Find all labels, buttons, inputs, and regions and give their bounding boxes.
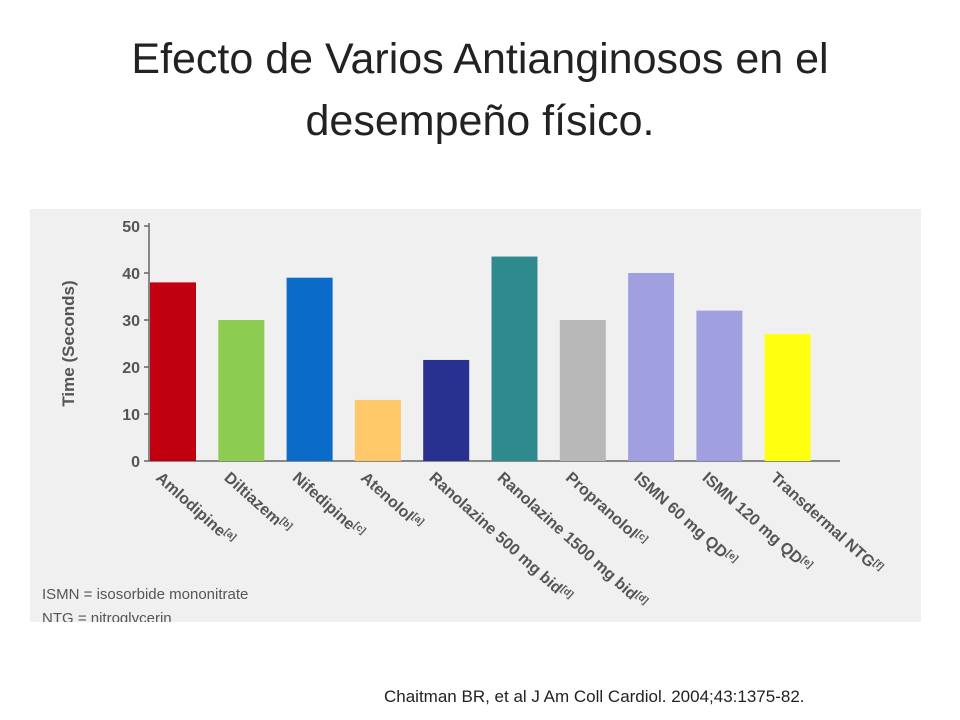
bar xyxy=(491,256,538,461)
y-tick-label: 10 xyxy=(122,407,140,424)
x-tick-label: Nifedipine[c] xyxy=(289,469,368,542)
y-tick-label: 0 xyxy=(131,454,140,471)
chart-panel: 0 10 20 30 40 50 Time (Seconds) Amlodipine[a] D… xyxy=(30,209,921,622)
footnote: NTG = nitroglycerin xyxy=(42,610,172,622)
x-tick-label-name: Diltiazem xyxy=(221,469,285,529)
footnote: ISMN = isosorbide mononitrate xyxy=(42,586,248,603)
slide-title: Efecto de Varios Antianginosos en el des… xyxy=(0,28,960,152)
bar xyxy=(628,273,675,461)
y-tick-label: 20 xyxy=(122,360,140,377)
x-tick-label: Atenolol[a] xyxy=(357,469,426,533)
bar xyxy=(286,277,333,461)
bar xyxy=(764,334,811,461)
x-tick-label: ISMN 120 mg QD[e] xyxy=(699,469,815,576)
x-tick-label-name: Ranolazine 1500 mg bid xyxy=(494,469,640,603)
footnotes: ISMN = isosorbide mononitrate NTG = nitro… xyxy=(42,586,248,622)
bar xyxy=(423,359,470,461)
citation: Chaitman BR, et al J Am Coll Cardiol. 20… xyxy=(384,687,805,706)
x-tick-label: Ranolazine 500 mg bid[d] xyxy=(426,469,576,606)
y-axis-label: Time (Seconds) xyxy=(59,280,78,406)
x-tick-label-name: Nifedipine xyxy=(289,469,358,533)
x-tick-label-name: Amlodipine xyxy=(152,469,228,540)
y-tick-label: 40 xyxy=(122,266,140,283)
slide-title-line-1: Efecto de Varios Antianginosos en el xyxy=(131,35,829,83)
bar xyxy=(559,320,606,461)
bar xyxy=(218,320,265,461)
x-axis-labels: Amlodipine[a]Diltiazem[b]Nifedipine[c]At… xyxy=(152,469,886,606)
bar xyxy=(354,399,401,461)
x-tick-label-name: Atenolol xyxy=(357,469,416,524)
bars xyxy=(150,256,811,461)
bar xyxy=(150,282,196,461)
y-tick-label: 50 xyxy=(122,219,140,236)
bar xyxy=(696,310,743,461)
x-tick-label-name: Ranolazine 500 mg bid xyxy=(426,469,566,597)
x-tick-label: Transdermal NTG[f] xyxy=(767,469,886,578)
x-tick-label: Diltiazem[b] xyxy=(221,469,295,538)
y-tick-label: 30 xyxy=(122,313,140,330)
bar-chart: 0 10 20 30 40 50 Time (Seconds) Amlodipine[a]D… xyxy=(42,219,886,622)
slide-title-line-2: desempeño físico. xyxy=(305,97,655,145)
